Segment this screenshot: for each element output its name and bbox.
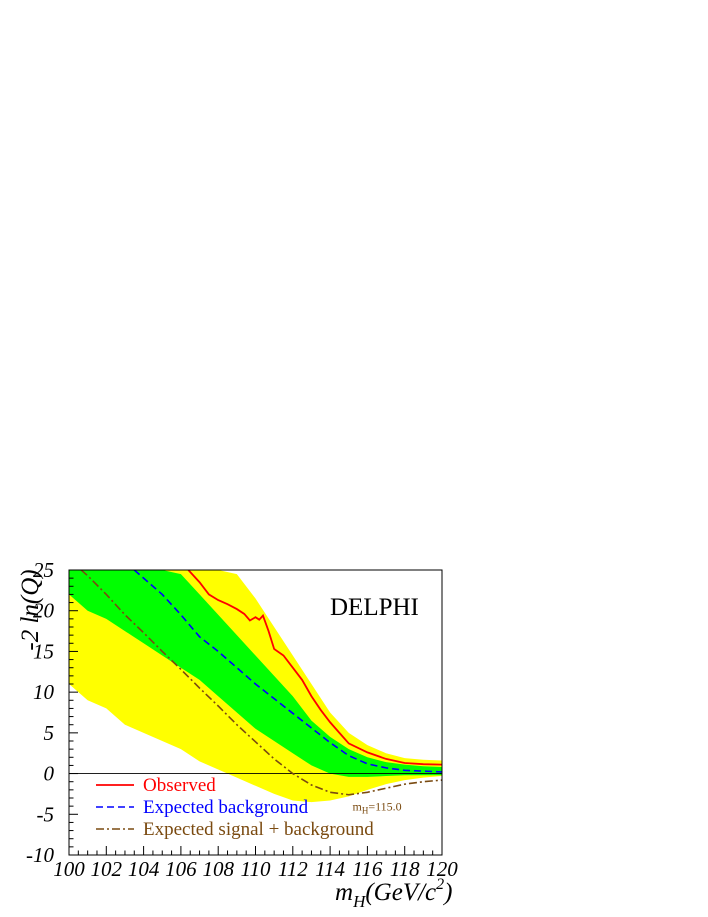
x-tick-label: 108 (202, 857, 234, 881)
x-tick-label: 110 (241, 857, 271, 881)
y-tick-label: 20 (33, 599, 55, 623)
mass-annotation-main: m (352, 799, 362, 813)
experiment-label: DELPHI (330, 594, 419, 621)
legend-label-3: Expected signal + background (143, 819, 374, 840)
series-line-3 (79, 570, 442, 796)
legend-label-1: Observed (143, 775, 216, 796)
x-axis-title-sub: H (352, 892, 367, 911)
y-tick-label: 5 (44, 721, 55, 745)
series-line-2 (133, 570, 442, 773)
x-axis-title-close: ) (442, 879, 452, 906)
x-axis-title: mH(GeV/c2) (335, 876, 452, 911)
x-axis-title-unit: (GeV/c (365, 879, 436, 906)
x-tick-label: 102 (91, 857, 123, 881)
mass-annotation-value: =115.0 (368, 799, 401, 813)
y-tick-label: -10 (26, 843, 54, 867)
y-tick-label: -5 (37, 802, 55, 826)
series-lines (79, 570, 442, 796)
y-tick-labels: -10 -5 0 5 10 15 20 25 (26, 558, 55, 867)
axis-ticks (68, 569, 443, 856)
x-tick-label: 100 (53, 857, 85, 881)
x-tick-label: 106 (165, 857, 197, 881)
legend-label-2: Expected background (143, 797, 309, 818)
x-tick-label: 112 (278, 857, 308, 881)
y-tick-label: 15 (33, 639, 54, 663)
y-axis-title: -2 ln(Q) (17, 569, 44, 650)
mass-annotation: mH=115.0 (352, 799, 401, 815)
x-tick-labels: 100 102 104 106 108 110 112 114 116 118 120 (53, 857, 458, 881)
x-tick-label: 116 (352, 857, 382, 881)
x-tick-label: 120 (426, 857, 458, 881)
band-one-sigma (69, 570, 442, 777)
y-tick-label: 0 (44, 762, 55, 786)
mass-annotation-sub: H (362, 805, 369, 815)
series-line-1 (187, 570, 442, 766)
x-tick-label: 114 (315, 857, 345, 881)
x-tick-label: 104 (128, 857, 160, 881)
y-tick-label: 10 (33, 680, 55, 704)
y-tick-label: 25 (33, 558, 54, 582)
x-axis-title-main: m (335, 879, 353, 906)
x-axis-title-sup: 2 (436, 876, 444, 893)
x-tick-label: 118 (390, 857, 420, 881)
